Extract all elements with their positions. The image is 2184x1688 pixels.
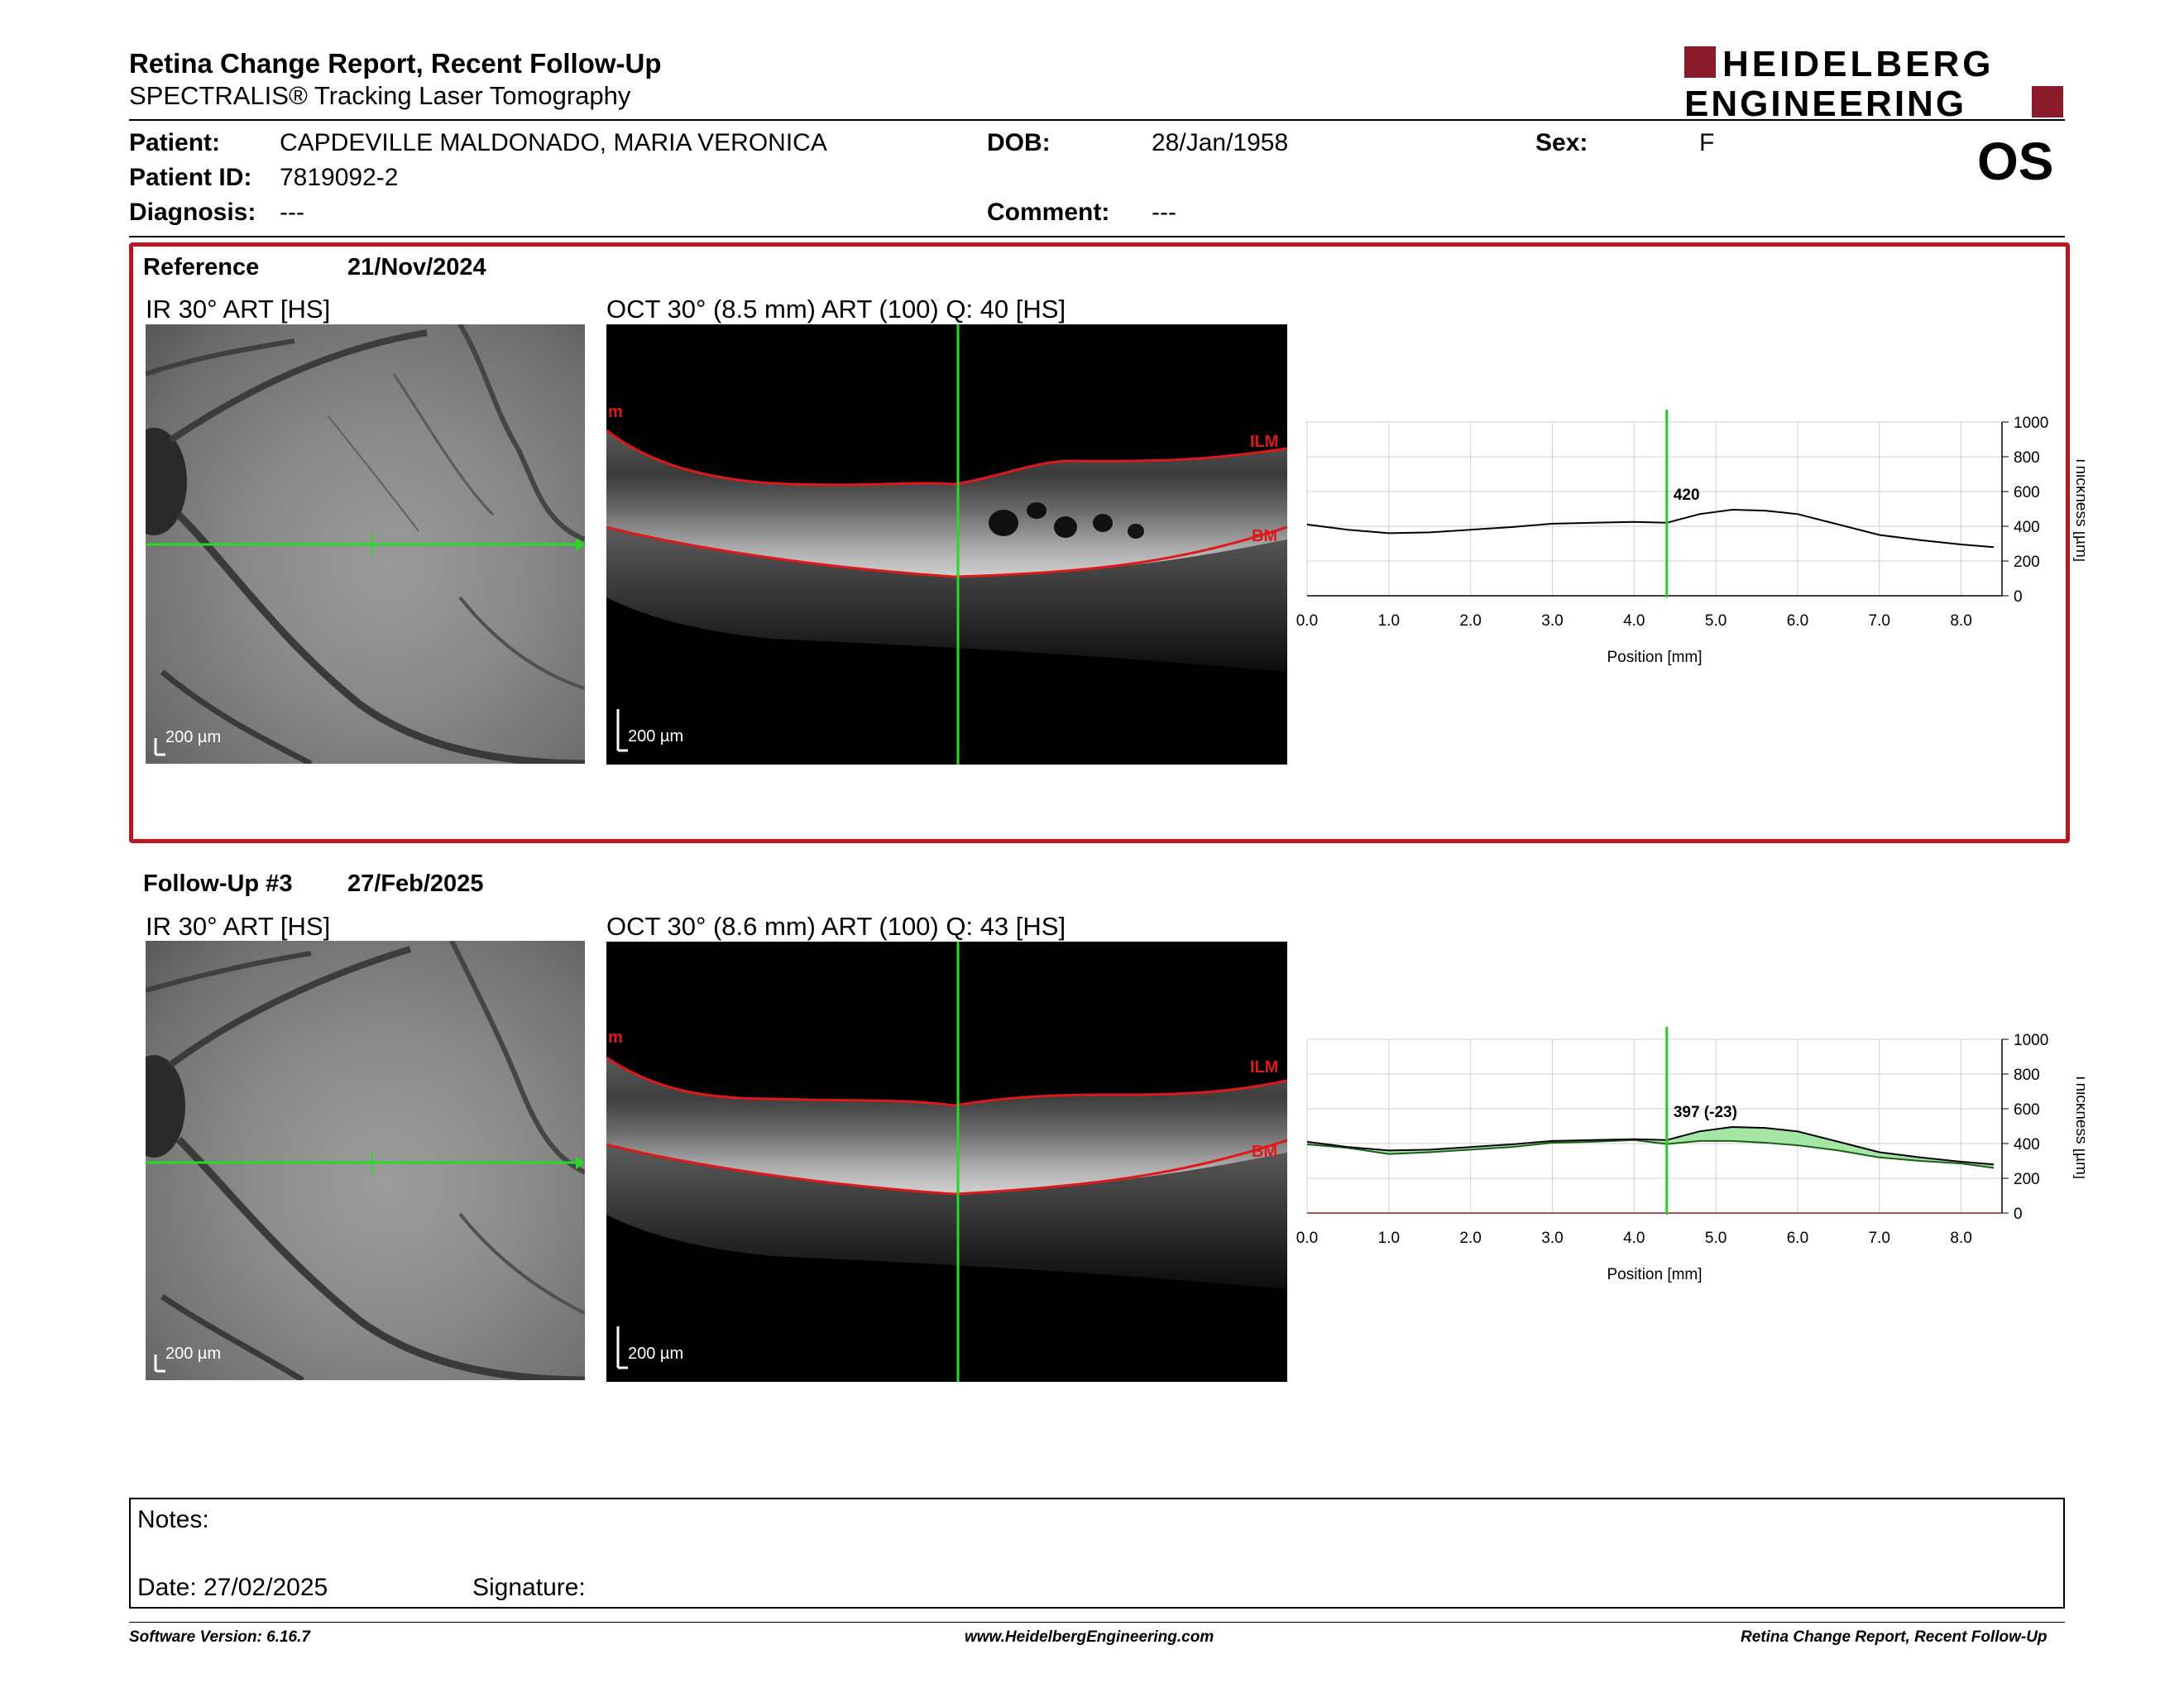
website-link[interactable]: www.HeidelbergEngineering.com [965, 1628, 1214, 1646]
x-tick-label: 1.0 [1378, 612, 1400, 630]
dob-label: DOB: [987, 129, 1051, 156]
logo-line2: ENGINEERING [1684, 84, 1966, 124]
followup-m-label: m [608, 1029, 623, 1047]
diagnosis-value: --- [280, 199, 304, 226]
x-tick-label: 4.0 [1623, 1230, 1645, 1247]
reference-thickness-chart: 0.0 1.0 2.0 3.0 4.0 5.0 6.0 7.0 8.0 0 200 400 600 800… [1296, 410, 2085, 666]
y-tick-label: 800 [2014, 449, 2040, 467]
change-fill-area [1307, 1127, 1995, 1168]
x-tick-label: 7.0 [1869, 612, 1890, 630]
report-subtitle: SPECTRALIS® Tracking Laser Tomography [129, 81, 631, 110]
cursor-value-label: 397 (-23) [1674, 1104, 1737, 1121]
followup-bm-label: BM [1252, 1143, 1277, 1161]
plot-area [1306, 1038, 2003, 1214]
report-title: Retina Change Report, Recent Follow-Up [129, 48, 662, 79]
reference-oct-caption: OCT 30° (8.5 mm) ART (100) Q: 40 [HS] [606, 295, 1066, 324]
x-tick-label: 5.0 [1705, 1230, 1727, 1247]
reference-ir-scale: 200 µm [165, 728, 222, 746]
footer-divider [129, 1622, 2065, 1623]
x-tick-label: 6.0 [1787, 612, 1808, 630]
x-tick-label: 8.0 [1950, 1230, 1971, 1247]
followup-ir-image: 200 µm [146, 941, 585, 1380]
y-tick-label: 0 [2014, 1206, 2023, 1223]
x-tick-label: 0.0 [1296, 1230, 1318, 1247]
followup-label: Follow-Up #3 [143, 870, 293, 897]
dob-value: 28/Jan/1958 [1152, 129, 1289, 156]
x-axis-label: Position [mm] [1607, 1266, 1702, 1283]
cursor-value-label: 420 [1674, 487, 1700, 504]
patient-name: CAPDEVILLE MALDONADO, MARIA VERONICA [280, 129, 827, 156]
y-tick-label: 600 [2014, 484, 2040, 501]
patient-label: Patient: [129, 129, 221, 156]
heidelberg-logo: HEIDELBERG ENGINEERING [1684, 44, 2063, 124]
x-tick-label: 4.0 [1623, 612, 1645, 630]
optic-disc [146, 1055, 185, 1158]
x-tick-label: 5.0 [1705, 612, 1727, 630]
y-tick-label: 200 [2014, 554, 2040, 571]
y-tick-label: 1000 [2014, 415, 2048, 432]
notes-label: Notes: [137, 1506, 209, 1533]
sex-value: F [1699, 129, 1715, 156]
y-axis-label: Thickness [µm] [2072, 1073, 2085, 1179]
x-tick-label: 1.0 [1378, 1230, 1400, 1247]
y-tick-label: 1000 [2014, 1032, 2048, 1049]
y-tick-label: 600 [2014, 1101, 2040, 1119]
x-tick-label: 7.0 [1869, 1230, 1890, 1247]
y-tick-label: 200 [2014, 1171, 2040, 1188]
notes-box[interactable]: Notes: Date: 27/02/2025 Signature: [129, 1498, 2065, 1609]
followup-ir-scale: 200 µm [165, 1345, 222, 1363]
followup-ir-caption: IR 30° ART [HS] [146, 912, 331, 941]
x-tick-label: 2.0 [1459, 1230, 1481, 1247]
x-tick-label: 8.0 [1950, 612, 1971, 630]
software-version: Software Version: 6.16.7 [129, 1628, 310, 1646]
patient-id-label: Patient ID: [129, 164, 252, 191]
reference-ir-caption: IR 30° ART [HS] [146, 295, 331, 324]
logo-line1: HEIDELBERG [1722, 44, 1994, 84]
sex-label: Sex: [1535, 129, 1588, 156]
x-tick-label: 2.0 [1459, 612, 1481, 630]
x-tick-label: 6.0 [1787, 1230, 1808, 1247]
reference-oct-image: m ILM BM 200 µm [606, 324, 1287, 765]
header-divider [129, 119, 2065, 121]
x-tick-label: 0.0 [1296, 612, 1318, 630]
eye-indicator: OS [1977, 132, 2054, 191]
plot-area [1306, 421, 2003, 597]
diagnosis-label: Diagnosis: [129, 199, 256, 226]
reference-label: Reference [143, 254, 260, 281]
y-axis-label: Thickness [µm] [2072, 456, 2085, 562]
comment-value: --- [1152, 199, 1176, 226]
reference-m-label: m [608, 403, 623, 421]
signature-label: Signature: [472, 1574, 586, 1601]
followup-oct-caption: OCT 30° (8.6 mm) ART (100) Q: 43 [HS] [606, 912, 1066, 941]
patient-divider [129, 236, 2065, 237]
reference-oct-scale: 200 µm [628, 727, 684, 746]
y-tick-label: 400 [2014, 1136, 2040, 1153]
reference-bm-label: BM [1252, 527, 1277, 545]
comment-label: Comment: [987, 199, 1110, 226]
x-tick-label: 3.0 [1541, 612, 1563, 630]
x-axis-label: Position [mm] [1607, 649, 1702, 666]
footer-report-name: Retina Change Report, Recent Follow-Up [1741, 1628, 2048, 1646]
notes-date: Date: 27/02/2025 [137, 1574, 328, 1601]
reference-frame [129, 242, 2070, 843]
followup-oct-image: m ILM BM 200 µm [606, 942, 1287, 1382]
y-tick-label: 800 [2014, 1067, 2040, 1084]
followup-ilm-label: ILM [1250, 1058, 1278, 1077]
optic-disc [146, 428, 187, 535]
reference-ir-image: 200 µm [146, 324, 585, 764]
y-tick-label: 400 [2014, 519, 2040, 536]
patient-id: 7819092-2 [280, 164, 399, 191]
followup-thickness-chart: 0.0 1.0 2.0 3.0 4.0 5.0 6.0 7.0 8.0 0 200 400 600 800… [1296, 1027, 2085, 1283]
reference-date: 21/Nov/2024 [347, 254, 486, 281]
y-tick-label: 0 [2014, 588, 2023, 606]
followup-date: 27/Feb/2025 [347, 870, 484, 897]
followup-oct-scale: 200 µm [628, 1345, 684, 1363]
x-tick-label: 3.0 [1541, 1230, 1563, 1247]
reference-ilm-label: ILM [1250, 433, 1278, 451]
